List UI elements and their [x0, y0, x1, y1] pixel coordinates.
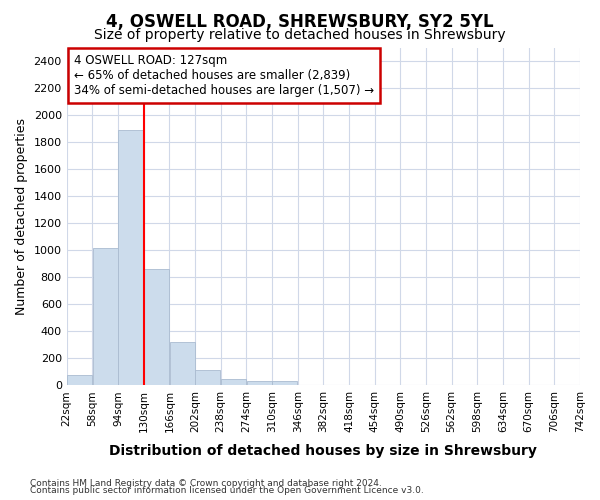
Bar	[67, 374, 92, 386]
Text: 4 OSWELL ROAD: 127sqm
← 65% of detached houses are smaller (2,839)
34% of semi-d: 4 OSWELL ROAD: 127sqm ← 65% of detached …	[74, 54, 374, 98]
Text: Contains public sector information licensed under the Open Government Licence v3: Contains public sector information licen…	[30, 486, 424, 495]
Bar	[92, 248, 118, 386]
Text: Size of property relative to detached houses in Shrewsbury: Size of property relative to detached ho…	[94, 28, 506, 42]
Bar	[195, 370, 220, 386]
Bar	[170, 342, 195, 386]
Bar	[221, 378, 246, 386]
Text: Contains HM Land Registry data © Crown copyright and database right 2024.: Contains HM Land Registry data © Crown c…	[30, 478, 382, 488]
Y-axis label: Number of detached properties: Number of detached properties	[15, 118, 28, 315]
Bar	[118, 130, 143, 386]
Bar	[272, 382, 298, 386]
Bar	[144, 269, 169, 386]
Bar	[247, 380, 272, 386]
X-axis label: Distribution of detached houses by size in Shrewsbury: Distribution of detached houses by size …	[109, 444, 537, 458]
Text: 4, OSWELL ROAD, SHREWSBURY, SY2 5YL: 4, OSWELL ROAD, SHREWSBURY, SY2 5YL	[106, 12, 494, 30]
